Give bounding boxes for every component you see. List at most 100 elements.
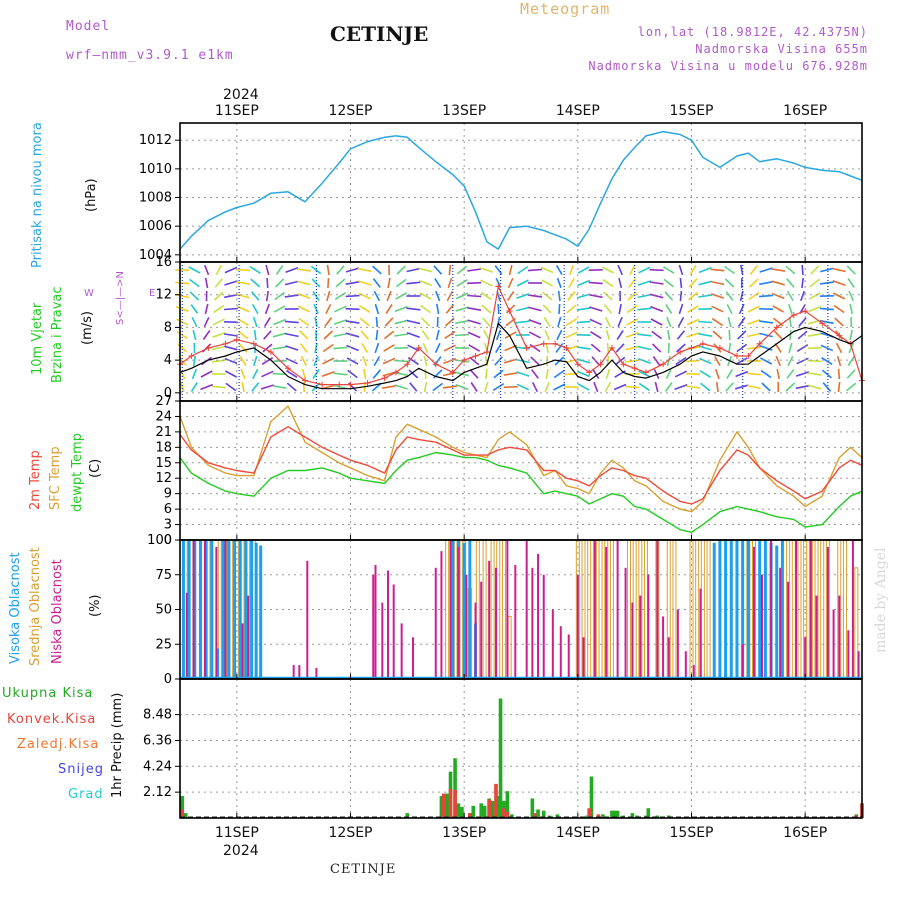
wind-gust-line-point (631, 365, 638, 372)
wind-arrow (386, 290, 392, 302)
lonlat-label: lon,lat (18.9812E, 42.4375N) (637, 25, 868, 39)
wind-arrow (667, 329, 671, 341)
wind-arrow (240, 368, 246, 380)
wind-arrow (272, 346, 287, 350)
low-cloud-bar (647, 574, 650, 679)
wind-arrow (531, 369, 539, 379)
wind-arrow (603, 291, 613, 301)
wind-arrow (297, 305, 310, 313)
wind-arrow (492, 383, 505, 391)
wind-arrow (455, 306, 469, 312)
wind-arrow (516, 371, 530, 377)
wind-arrow (674, 384, 688, 390)
wind-arrow (775, 355, 782, 367)
low-cloud-bar (204, 540, 207, 679)
wind-arrow (679, 277, 683, 289)
wind-arrow (760, 357, 773, 365)
wind-arrow (419, 279, 432, 287)
wind-arrow (650, 305, 663, 313)
low-cloud-bar (857, 651, 860, 679)
wind-arrow (394, 333, 409, 337)
total-precip-bar (453, 758, 457, 818)
wind-arrow (484, 381, 489, 393)
wind-arrow (516, 383, 530, 391)
wind-arrow (725, 291, 734, 301)
wind-arrow (649, 268, 664, 272)
total-precip-bar (541, 810, 546, 818)
wind-gust-line-point (205, 344, 212, 351)
wind-arrow (516, 279, 529, 287)
wind-arrow (333, 346, 348, 350)
wind-arrow (285, 266, 299, 274)
wind-arrow (617, 264, 624, 276)
high-cloud-bar (451, 540, 455, 679)
convective-precip-bar (180, 809, 185, 818)
wind-arrow (789, 329, 792, 341)
low-cloud-bar (662, 616, 665, 679)
panel-frame (179, 261, 863, 402)
high-cloud-bar (227, 540, 231, 679)
dewpt-temp-line (179, 451, 863, 533)
wind-gust-line-point (660, 361, 667, 368)
wind-gust-line-point (222, 340, 229, 347)
wind-gust-line-point (302, 377, 309, 384)
wind-arrow (749, 278, 759, 288)
wind-arrow (420, 304, 431, 314)
wind-arrow (677, 316, 685, 328)
wind-arrow (605, 329, 611, 341)
wind-arrow (712, 330, 723, 340)
wind-arrow (483, 330, 490, 340)
wind-arrow (674, 370, 688, 378)
wind-arrow (807, 346, 822, 350)
low-cloud-bar (795, 540, 798, 679)
total-precip-bar (456, 803, 461, 818)
y-tick-label: 24 (155, 409, 172, 424)
wind-arrow (728, 342, 732, 354)
wind-arrow (467, 268, 482, 272)
wind-arrow (604, 316, 612, 328)
mid-cloud-bar (644, 539, 649, 680)
wind-arrow (809, 278, 820, 288)
wind-arrow (740, 264, 744, 276)
wind-arrow (577, 266, 590, 274)
wind-arrow (224, 266, 238, 274)
wind-arrow (481, 304, 492, 314)
wind-arrow (801, 277, 804, 289)
wind-arrow (215, 264, 223, 276)
model-elevation-label: Nadmorska Visina u modelu 676.928m (588, 59, 868, 73)
wind-arrow (224, 280, 238, 286)
wind-arrow (577, 279, 591, 287)
high-cloud-bar (198, 540, 202, 679)
wind-arrow (569, 264, 574, 276)
wind-arrow (688, 278, 698, 288)
wind-arrow (773, 330, 783, 340)
wind-arrow (832, 292, 846, 300)
wind-arrow (810, 265, 820, 275)
wind-arrow (394, 319, 408, 325)
wind-gust-line-point (483, 348, 490, 355)
wind-arrow (746, 346, 761, 350)
wind-arrow (494, 265, 503, 275)
wind-compass-w: W (84, 288, 94, 299)
wind-arrow (771, 268, 786, 272)
wind-arrow (373, 290, 381, 302)
wind-arrow (649, 293, 664, 299)
total-precip-bar (655, 815, 660, 818)
wind-arrow (480, 279, 493, 287)
wind-gust-line-point (506, 308, 513, 315)
total-precip-bar (505, 791, 510, 818)
total-precip-bar (601, 814, 605, 818)
wind-arrow (698, 345, 712, 351)
mid-cloud-bar (672, 539, 677, 680)
wind-arrow (345, 332, 360, 338)
wind-arrow (557, 290, 561, 302)
high-cloud-bar (181, 540, 185, 679)
wind-arrow (251, 382, 260, 392)
y-tick-label: 4 (164, 353, 172, 368)
wind-arrow (467, 319, 481, 325)
wind-arrow (819, 281, 834, 285)
wind-arrow (384, 317, 394, 327)
high-cloud-bar (221, 540, 225, 679)
wind-arrow (626, 318, 639, 326)
